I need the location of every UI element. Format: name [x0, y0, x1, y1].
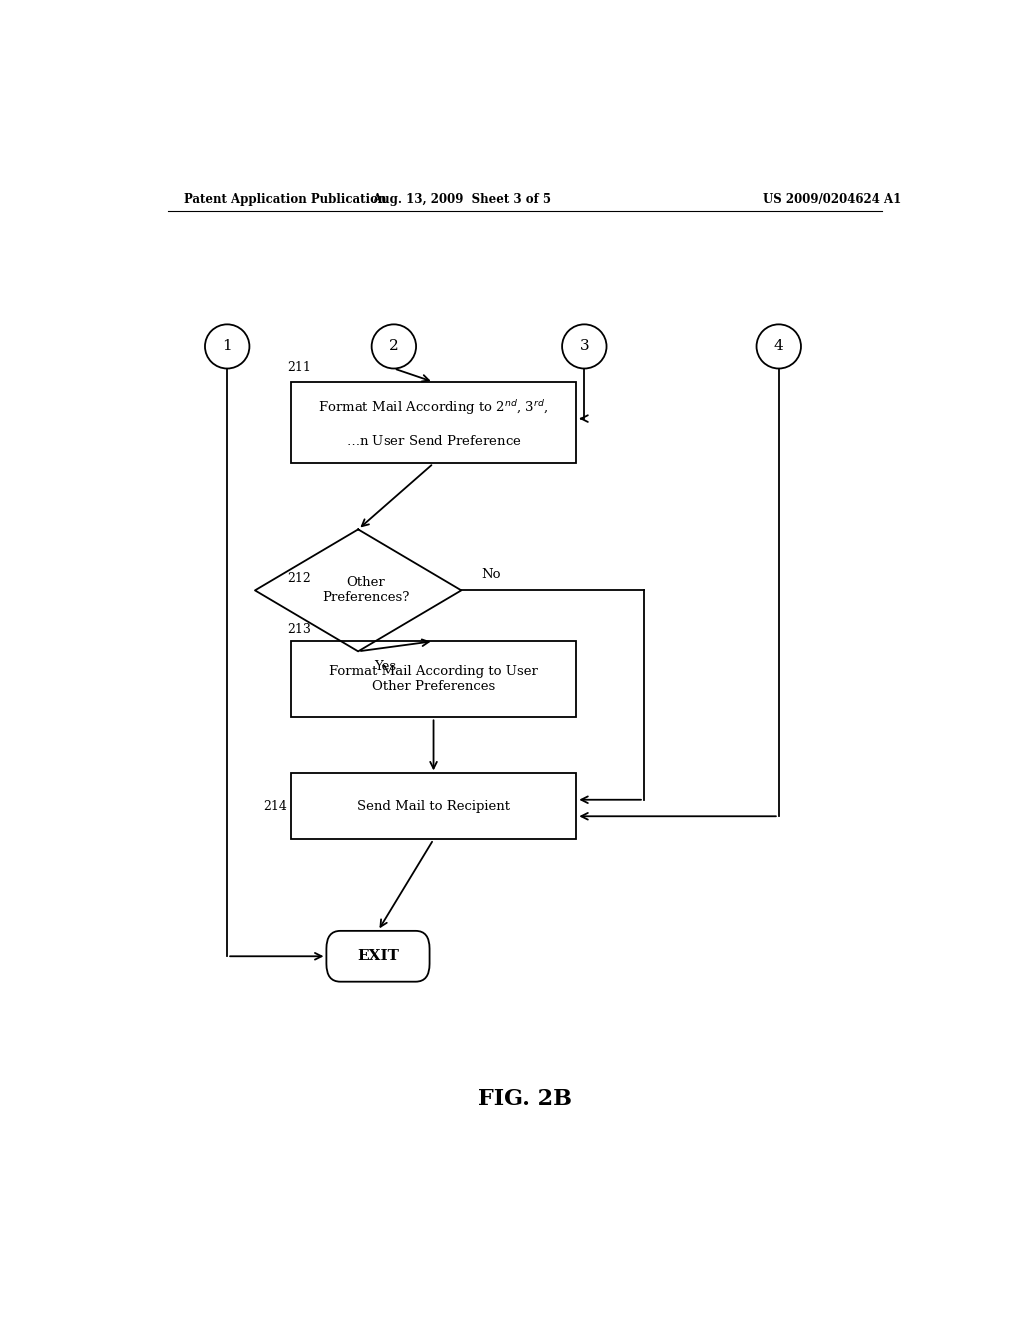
Text: Other
Preferences?: Other Preferences? [323, 577, 410, 605]
Text: Format Mail According to User
Other Preferences: Format Mail According to User Other Pref… [329, 665, 538, 693]
Ellipse shape [562, 325, 606, 368]
Text: Patent Application Publication: Patent Application Publication [183, 193, 386, 206]
Text: 2: 2 [389, 339, 398, 354]
Text: Format Mail According to 2$^{nd}$, 3$^{rd}$,: Format Mail According to 2$^{nd}$, 3$^{r… [318, 399, 549, 417]
Text: 4: 4 [774, 339, 783, 354]
Text: No: No [481, 568, 501, 581]
FancyBboxPatch shape [291, 774, 577, 840]
Text: 214: 214 [263, 800, 287, 813]
Text: Send Mail to Recipient: Send Mail to Recipient [357, 800, 510, 813]
Text: $\ldots$n User Send Preference: $\ldots$n User Send Preference [346, 433, 521, 447]
FancyBboxPatch shape [327, 931, 430, 982]
Ellipse shape [757, 325, 801, 368]
Text: EXIT: EXIT [357, 949, 399, 964]
Text: 3: 3 [580, 339, 589, 354]
Text: 212: 212 [287, 573, 310, 585]
Text: 211: 211 [287, 360, 310, 374]
Text: 213: 213 [287, 623, 310, 636]
Text: US 2009/0204624 A1: US 2009/0204624 A1 [763, 193, 901, 206]
FancyBboxPatch shape [291, 642, 577, 718]
Text: Yes: Yes [374, 660, 396, 673]
Text: FIG. 2B: FIG. 2B [478, 1088, 571, 1110]
Ellipse shape [372, 325, 416, 368]
Text: 1: 1 [222, 339, 232, 354]
FancyBboxPatch shape [291, 381, 577, 463]
Text: Aug. 13, 2009  Sheet 3 of 5: Aug. 13, 2009 Sheet 3 of 5 [372, 193, 551, 206]
Ellipse shape [205, 325, 250, 368]
